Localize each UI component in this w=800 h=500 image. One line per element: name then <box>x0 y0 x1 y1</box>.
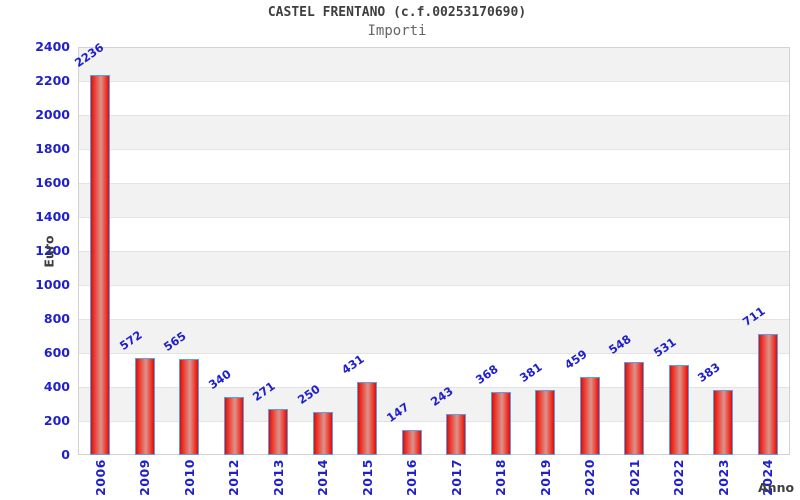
x-tick-cell: 2018 <box>479 457 524 497</box>
x-tick-label: 2012 <box>226 458 242 496</box>
bar <box>134 358 155 455</box>
x-tick-cell: 2006 <box>78 457 123 497</box>
x-axis-title: Anno <box>758 480 795 495</box>
bar <box>757 334 778 455</box>
chart-subtitle: Importi <box>367 23 427 39</box>
y-tick-label: 600 <box>43 345 70 360</box>
bar <box>401 430 422 455</box>
bar <box>223 397 244 455</box>
bar-column: 548 <box>606 47 657 455</box>
x-tick-label: 2018 <box>493 458 509 496</box>
bar-column: 271 <box>250 47 301 455</box>
bar <box>535 390 556 455</box>
bar-column: 565 <box>161 47 212 455</box>
bar-column: 2236 <box>72 40 123 455</box>
x-tick-label: 2016 <box>404 458 420 496</box>
bar <box>90 75 111 455</box>
y-tick-label: 2400 <box>35 39 70 54</box>
bar <box>668 365 689 455</box>
y-tick-label: 2200 <box>35 73 70 88</box>
x-tick-label: 2013 <box>270 458 286 496</box>
bar <box>624 362 645 455</box>
bar-column: 368 <box>472 47 524 455</box>
x-tick-cell: 2013 <box>256 457 301 497</box>
y-tick-label: 1600 <box>35 175 70 190</box>
x-tick-label: 2022 <box>671 458 687 496</box>
x-tick-label: 2010 <box>181 458 197 496</box>
y-axis-title: Euro <box>41 234 57 268</box>
y-tick-label: 400 <box>43 379 70 394</box>
x-tick-label: 2006 <box>92 458 108 496</box>
bar-column: 147 <box>383 47 435 455</box>
x-tick-cell: 2015 <box>345 457 390 497</box>
x-tick-cell: 2022 <box>657 457 702 497</box>
bars-layer: 2236 572 565 340 271 250 431 147 243 368 381 459 548… <box>72 40 791 455</box>
x-tick-label: 2019 <box>537 458 553 496</box>
x-tick-label: 2021 <box>626 458 642 496</box>
bar <box>268 409 289 455</box>
bar <box>357 382 378 455</box>
x-tick-cell: 2016 <box>390 457 435 497</box>
x-tick-label: 2009 <box>137 458 153 496</box>
x-tick-label: 2020 <box>582 458 598 496</box>
x-tick-label: 2017 <box>448 458 464 496</box>
y-tick-label: 1400 <box>35 209 70 224</box>
bar <box>446 414 467 455</box>
y-tick-label: 0 <box>61 447 70 462</box>
y-axis: 0 200 400 600 800 1000 1200 1400 1600 1800 2000 220… <box>0 39 73 462</box>
bar <box>490 392 511 455</box>
bar-column: 711 <box>739 47 791 455</box>
x-tick-label: 2023 <box>715 458 731 496</box>
x-tick-cell: 2019 <box>523 457 568 497</box>
x-tick-cell: 2020 <box>568 457 613 497</box>
y-axis-title-wrap: Euro <box>21 234 77 268</box>
y-tick-label: 1200 <box>35 243 70 258</box>
bar-value-label: 2236 <box>71 40 107 70</box>
x-tick-cell: 2014 <box>301 457 346 497</box>
bar <box>713 390 734 455</box>
bar-column: 459 <box>561 47 613 455</box>
x-tick-cell: 2009 <box>123 457 168 497</box>
bar <box>312 412 333 455</box>
x-tick-cell: 2017 <box>434 457 479 497</box>
x-tick-cell: 2021 <box>612 457 657 497</box>
bar-column: 531 <box>650 47 702 455</box>
y-tick-label: 2000 <box>35 107 70 122</box>
bar-column: 431 <box>339 47 390 455</box>
bar-column: 250 <box>294 47 346 455</box>
x-tick-cell: 2023 <box>701 457 746 497</box>
y-tick-label: 1800 <box>35 141 70 156</box>
bar-column: 572 <box>116 47 168 455</box>
x-tick-label: 2014 <box>315 458 331 496</box>
chart-title: CASTEL FRENTANO (c.f.00253170690) <box>267 5 527 20</box>
y-tick-label: 1000 <box>35 277 70 292</box>
x-tick-cell: 2012 <box>212 457 257 497</box>
bar <box>179 359 200 455</box>
y-tick-label: 200 <box>43 413 70 428</box>
x-tick-cell: 2010 <box>167 457 212 497</box>
bar-column: 381 <box>517 47 568 455</box>
bar-column: 383 <box>695 47 746 455</box>
bar <box>579 377 600 455</box>
x-tick-label: 2015 <box>359 458 375 496</box>
bar-column: 243 <box>428 47 479 455</box>
x-axis-labels: 2006 2009 2010 2012 2013 2014 2015 2016 2017 2018… <box>78 457 790 497</box>
bar-column: 340 <box>205 47 257 455</box>
y-tick-label: 800 <box>43 311 70 326</box>
